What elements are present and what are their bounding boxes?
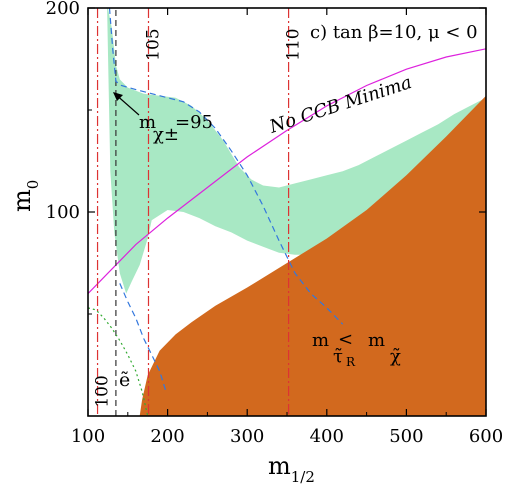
x-tick-label: 100 <box>71 426 105 447</box>
y-axis-title: m0 <box>8 180 42 212</box>
x-axis-title: m1/2 <box>268 452 315 485</box>
region-label-stau: τ̃ <box>333 346 343 367</box>
selectron-label: ẽ <box>119 369 130 391</box>
x-tick-label: 300 <box>230 426 264 447</box>
chargino-label-value: =95 <box>175 112 213 133</box>
x-tick-label: 600 <box>469 426 503 447</box>
label-layer: 100 105 110 <box>93 28 304 407</box>
green-boundary-line <box>108 8 344 325</box>
stau-region-label: m τ̃ R < m χ̃ <box>312 329 401 369</box>
green-region <box>107 8 486 294</box>
plot-layer <box>88 8 486 416</box>
chargino-label-m: m <box>139 112 156 133</box>
higgs-label-100: 100 <box>93 375 113 407</box>
x-tick-label: 200 <box>150 426 184 447</box>
chargino-label: m χ± =95 <box>113 92 213 145</box>
chargino-arrowhead <box>113 92 123 101</box>
region-label-R: R <box>346 355 356 369</box>
selectron-line <box>88 307 149 416</box>
green-lower-boundary-line <box>119 283 167 392</box>
region-label-less-than: < <box>338 329 353 350</box>
y-tick-label: 100 <box>46 202 80 223</box>
x-tick-label: 500 <box>389 426 423 447</box>
tick-layer: 100 200 300 400 500 600 100 200 <box>46 0 504 447</box>
panel-label: c) tan β=10, μ < 0 <box>310 22 478 43</box>
region-label-m2: m <box>368 330 385 351</box>
x-tick-label: 400 <box>310 426 344 447</box>
y-tick-label: 200 <box>46 0 80 19</box>
chargino-label-chi: χ± <box>153 124 179 145</box>
stau-excluded-region <box>139 95 486 416</box>
higgs-label-110: 110 <box>284 28 304 60</box>
ccb-line <box>88 48 486 295</box>
region-label-chi: χ̃ <box>390 346 401 367</box>
higgs-label-105: 105 <box>143 28 163 60</box>
region-label-m1: m <box>312 330 329 351</box>
